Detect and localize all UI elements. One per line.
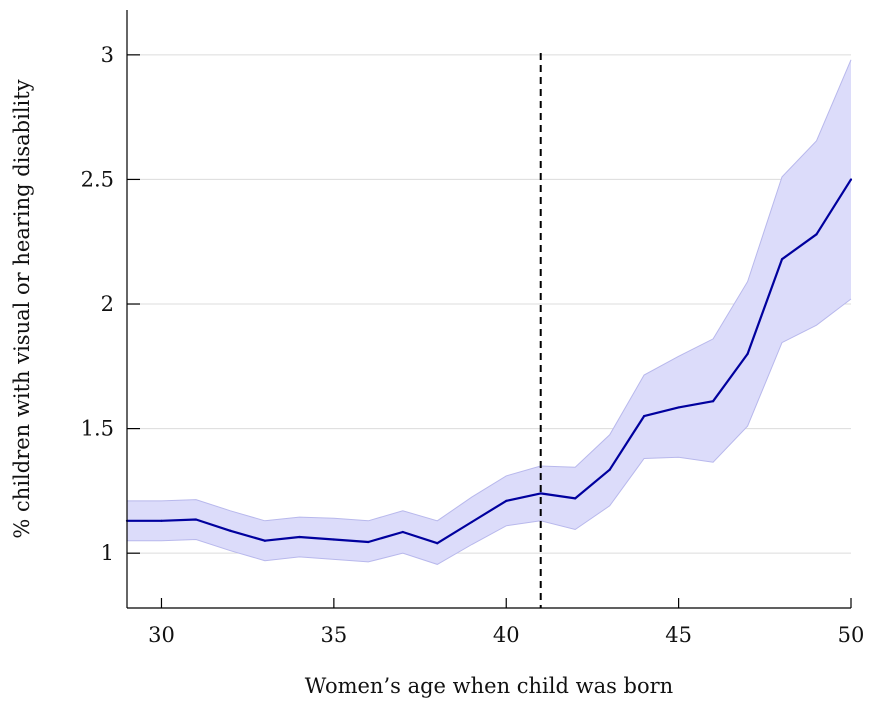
x-tick-label: 30 xyxy=(148,623,175,647)
data-point xyxy=(401,530,404,534)
band-upper-edge xyxy=(127,59,852,522)
axes xyxy=(126,10,851,609)
x-tick-label: 50 xyxy=(838,623,865,647)
series-line-layer xyxy=(125,178,853,545)
data-point xyxy=(263,539,267,542)
x-tick-label: 35 xyxy=(320,623,347,647)
data-point xyxy=(298,535,301,539)
band-lower-edge xyxy=(127,298,852,565)
data-point xyxy=(608,468,611,471)
series-line xyxy=(127,178,852,545)
y-tick-label: 3 xyxy=(101,43,114,67)
x-tick-label: 40 xyxy=(493,623,520,647)
data-point xyxy=(574,497,577,500)
data-point xyxy=(849,178,853,181)
data-point xyxy=(677,406,680,409)
y-tick-label: 2.5 xyxy=(81,167,114,191)
data-point xyxy=(160,519,163,522)
data-point xyxy=(194,518,198,521)
data-point xyxy=(780,258,784,261)
data-point xyxy=(332,538,335,541)
data-point xyxy=(539,492,542,495)
data-point xyxy=(711,400,715,403)
y-tick-label: 1 xyxy=(101,541,114,565)
ticks: 30 35 40 45 50 1 1.5 2 2.5 3 xyxy=(81,43,865,647)
x-tick-label: 45 xyxy=(665,623,692,647)
data-point xyxy=(229,529,232,532)
y-tick-label: 1.5 xyxy=(81,417,114,441)
data-point xyxy=(746,352,749,355)
data-point xyxy=(643,415,646,418)
y-tick-label: 2 xyxy=(101,292,114,316)
data-point xyxy=(367,540,370,544)
data-point xyxy=(505,499,508,502)
data-point xyxy=(436,542,439,545)
confidence-band-layer xyxy=(127,59,852,565)
x-axis-title: Women’s age when child was born xyxy=(305,674,673,698)
data-point xyxy=(470,520,473,524)
data-point xyxy=(815,233,818,236)
y-axis-title: % children with visual or hearing disabi… xyxy=(10,79,34,538)
confidence-band xyxy=(127,59,851,565)
